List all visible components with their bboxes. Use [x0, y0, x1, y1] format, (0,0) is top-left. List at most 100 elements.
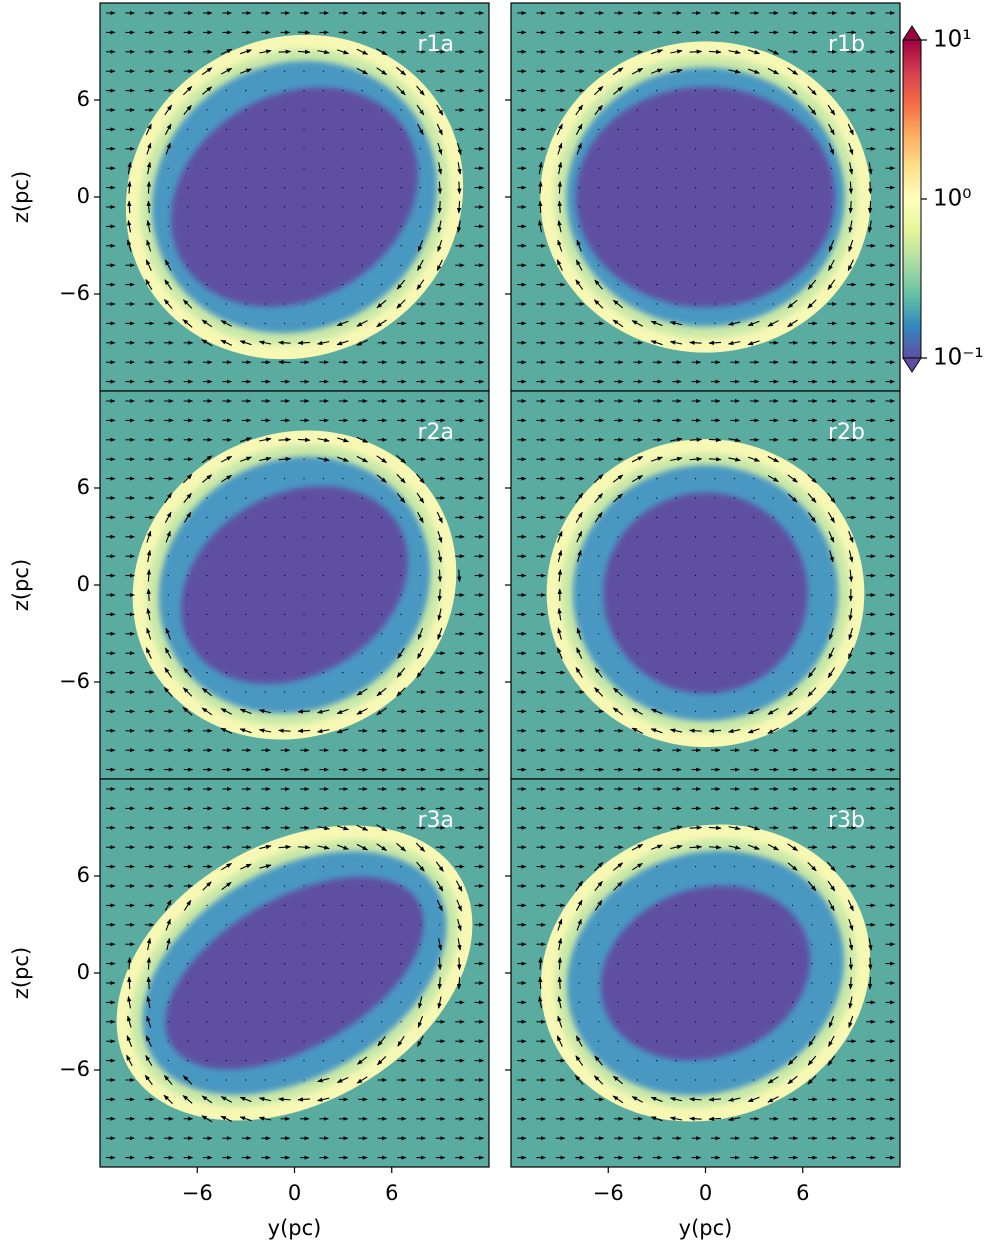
velocity-dot	[772, 264, 774, 266]
velocity-arrow	[376, 707, 387, 716]
velocity-arrow	[376, 1055, 387, 1066]
velocity-arrow	[728, 825, 741, 831]
velocity-arrow	[807, 85, 817, 96]
velocity-arrow	[457, 938, 462, 951]
velocity-dot	[733, 225, 736, 227]
velocity-dot	[830, 943, 833, 945]
velocity-dot	[695, 672, 697, 674]
velocity-arrow	[631, 320, 643, 327]
velocity-dot	[617, 206, 619, 208]
velocity-dot	[245, 555, 247, 557]
velocity-dot	[772, 187, 774, 189]
velocity-dot	[811, 128, 813, 130]
velocity-dot	[187, 982, 189, 984]
velocity-dot	[381, 575, 383, 577]
velocity-dot	[617, 1021, 619, 1023]
velocity-arrow	[669, 728, 683, 733]
velocity-dot	[361, 225, 363, 227]
velocity-dot	[792, 904, 794, 907]
velocity-dot	[419, 982, 421, 984]
velocity-dot	[381, 963, 383, 965]
velocity-dot	[695, 516, 697, 519]
velocity-dot	[361, 1001, 363, 1004]
velocity-arrow	[337, 844, 349, 850]
velocity-arrow	[557, 200, 562, 214]
velocity-arrow	[127, 161, 132, 175]
velocity-dot	[284, 594, 286, 596]
velocity-arrow	[669, 1097, 683, 1102]
velocity-dot	[322, 70, 324, 72]
velocity-dot	[245, 536, 247, 538]
velocity-dot	[656, 594, 658, 596]
velocity-dot	[187, 284, 189, 286]
velocity-dot	[772, 1001, 774, 1004]
velocity-dot	[264, 633, 266, 635]
y-tick-label: 6	[77, 863, 90, 887]
velocity-dot	[753, 885, 755, 887]
velocity-dot	[830, 924, 833, 926]
velocity-dot	[206, 924, 208, 926]
velocity-dot	[245, 924, 247, 926]
velocity-dot	[225, 1079, 227, 1081]
velocity-dot	[322, 866, 324, 868]
velocity-dot	[617, 264, 619, 266]
velocity-arrow	[182, 707, 193, 716]
velocity-dot	[753, 187, 755, 189]
velocity-arrow	[127, 200, 132, 214]
velocity-dot	[264, 691, 266, 693]
velocity-dot	[342, 187, 344, 189]
velocity-dot	[811, 594, 813, 596]
velocity-dot	[772, 225, 774, 227]
velocity-dot	[245, 672, 247, 674]
velocity-dot	[830, 187, 833, 189]
velocity-arrow	[317, 457, 330, 462]
velocity-dot	[733, 187, 736, 189]
velocity-arrow	[336, 1077, 349, 1083]
velocity-dot	[598, 128, 600, 130]
velocity-dot	[439, 924, 441, 926]
velocity-dot	[264, 478, 266, 480]
velocity-arrow	[767, 320, 779, 327]
velocity-dot	[225, 943, 227, 945]
velocity-dot	[656, 1040, 658, 1042]
velocity-dot	[772, 866, 774, 868]
velocity-arrow	[417, 628, 424, 640]
velocity-arrow	[297, 728, 311, 734]
velocity-arrow	[557, 627, 562, 640]
velocity-dot	[361, 167, 363, 169]
velocity-arrow	[670, 49, 683, 54]
velocity-dot	[675, 497, 677, 499]
colorbar-tick-label: 10⁰	[933, 186, 972, 212]
velocity-dot	[772, 1021, 774, 1023]
velocity-dot	[714, 167, 716, 169]
velocity-dot	[167, 594, 169, 596]
velocity-arrow	[613, 862, 624, 871]
velocity-arrow	[317, 49, 330, 55]
velocity-dot	[695, 1060, 697, 1062]
velocity-dot	[811, 943, 813, 945]
velocity-dot	[675, 672, 677, 674]
velocity-arrow	[848, 957, 854, 971]
velocity-arrow	[576, 549, 582, 563]
velocity-arrow	[201, 687, 212, 697]
velocity-arrow	[297, 30, 311, 35]
velocity-arrow	[631, 707, 643, 715]
velocity-dot	[419, 885, 421, 887]
velocity-dot	[714, 691, 716, 693]
velocity-dot	[245, 575, 247, 577]
velocity-dot	[342, 516, 344, 519]
velocity-dot	[772, 613, 774, 616]
velocity-dot	[381, 187, 383, 189]
velocity-arrow	[593, 474, 604, 484]
velocity-arrow	[336, 825, 350, 831]
velocity-dot	[322, 691, 324, 693]
velocity-dot	[167, 225, 169, 227]
velocity-dot	[225, 90, 227, 92]
velocity-arrow	[594, 512, 603, 523]
velocity-dot	[695, 225, 697, 227]
velocity-dot	[264, 672, 266, 674]
velocity-arrow	[455, 880, 463, 892]
velocity-arrow	[356, 455, 368, 463]
velocity-dot	[284, 148, 286, 150]
velocity-arrow	[164, 511, 172, 523]
